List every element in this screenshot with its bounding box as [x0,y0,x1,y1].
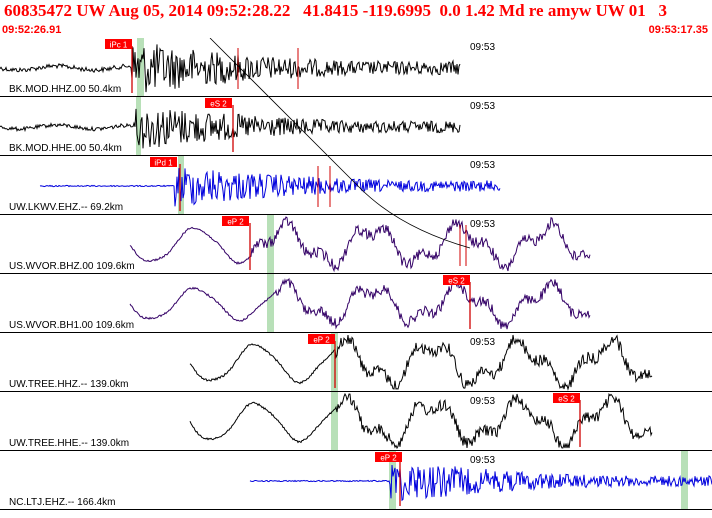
pick-window [137,38,144,96]
trace-us-wvor-bh1[interactable]: eS 2 US.WVOR.BH1.00 109.6km [0,274,712,333]
time-label: 09:53 [470,42,495,53]
pick-label: eP 2 [380,454,397,463]
pick-label: eS 2 [210,100,227,109]
pick-label: eS 2 [558,395,575,404]
event-header: 60835472 UW Aug 05, 2014 09:52:28.22 41.… [0,0,712,38]
start-time: 09:52:26.91 [2,24,62,36]
pick-label: iPd 1 [154,159,173,168]
pick-label-box [553,393,580,403]
pick-label-box [222,216,249,226]
time-label: 09:53 [470,396,495,407]
pick-label-box [443,275,470,285]
time-label: 09:53 [470,337,495,348]
station-label: UW.TREE.HHE.-- 139.0km [9,438,129,449]
waveform-trace [189,334,653,391]
pick-label-box [308,334,335,344]
seismogram-panel[interactable]: iPc 1 09:53 BK.MOD.HHZ.00 50.4km eS 2 09:53 B… [0,38,712,518]
pick-window [331,392,338,450]
station-label: BK.MOD.HHZ.00 50.4km [9,84,121,95]
waveform-trace [189,392,653,450]
station-label: NC.LTJ.EHZ.-- 166.4km [9,497,116,508]
trace-uw-tree-hhz[interactable]: eP 2 09:53 UW.TREE.HHZ.-- 139.0km [0,333,712,392]
pick-label-box [150,157,177,167]
station-label: UW.TREE.HHZ.-- 139.0km [9,379,128,390]
time-label: 09:53 [470,160,495,171]
time-label: 09:53 [470,101,495,112]
waveform-trace [249,464,712,502]
waveform-trace [0,44,461,93]
waveform-trace [129,216,591,273]
pick-label-box [105,39,132,49]
pick-window [389,451,396,509]
pick-label: eP 2 [227,218,244,227]
waveform-trace [39,168,501,207]
station-label: US.WVOR.BHZ.00 109.6km [9,261,135,272]
waveform-trace [0,108,461,149]
trace-uw-tree-hhe[interactable]: eS 2 09:53 UW.TREE.HHE.-- 139.0km [0,392,712,451]
pick-label: iPc 1 [110,41,128,50]
pick-window [178,156,184,214]
waveform-trace [129,277,591,330]
trace-uw-lkwv-ehz[interactable]: iPd 1 09:53 UW.LKWV.EHZ.-- 69.2km [0,156,712,215]
time-label: 09:53 [470,455,495,466]
trace-bk-mod-hhe[interactable]: eS 2 09:53 BK.MOD.HHE.00 50.4km [0,97,712,156]
trace-nc-ltj-ehz[interactable]: eP 2 09:53 NC.LTJ.EHZ.-- 166.4km [0,451,712,510]
station-label: BK.MOD.HHE.00 50.4km [9,143,122,154]
end-time: 09:53:17.35 [648,24,708,36]
pick-window [136,97,141,155]
pick-label-box [375,452,402,462]
event-title: 60835472 UW Aug 05, 2014 09:52:28.22 41.… [4,1,667,20]
pick-label-box [205,98,232,108]
pick-window [267,274,274,332]
station-label: UW.LKWV.EHZ.-- 69.2km [9,202,123,213]
trace-bk-mod-hhz[interactable]: iPc 1 09:53 BK.MOD.HHZ.00 50.4km [0,38,712,97]
trace-us-wvor-bhz[interactable]: eP 2 09:53 US.WVOR.BHZ.00 109.6km [0,215,712,274]
pick-label: eP 2 [313,336,330,345]
station-label: US.WVOR.BH1.00 109.6km [9,320,134,331]
travel-time-curve [209,38,471,249]
time-label: 09:53 [470,219,495,230]
pick-label: eS 2 [448,277,465,286]
